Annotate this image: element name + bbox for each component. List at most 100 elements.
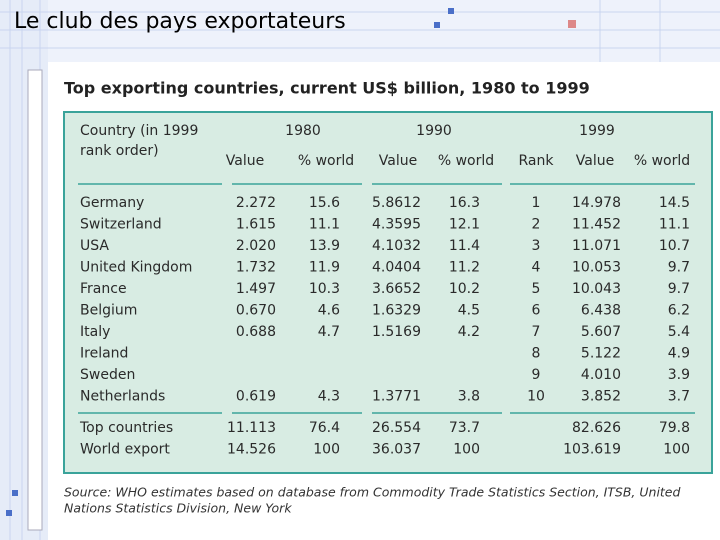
cell: 11.113	[227, 420, 276, 436]
cell: 14.978	[572, 195, 621, 211]
cell: 11.071	[572, 238, 621, 254]
cell: 10.7	[659, 238, 690, 254]
cell: 5	[532, 281, 541, 297]
cell: 4.1032	[372, 238, 421, 254]
cell: 15.6	[309, 195, 340, 211]
cell: 1.5169	[372, 324, 421, 340]
cell: 1.497	[236, 281, 276, 297]
cell: 8	[532, 346, 541, 362]
cell: 100	[663, 442, 690, 458]
cell: 1.615	[236, 217, 276, 233]
cell: 4.0404	[372, 260, 421, 276]
group-header: 1980	[285, 123, 321, 139]
cell: 4.7	[318, 324, 340, 340]
cell: 10	[527, 389, 545, 405]
cell: 16.3	[449, 195, 480, 211]
cell: 3.9	[668, 367, 690, 383]
column-header: Value	[576, 153, 614, 169]
cell: 4.5	[458, 303, 480, 319]
row-label: Germany	[80, 195, 144, 211]
cell: 5.4	[668, 324, 690, 340]
cell: 9.7	[668, 281, 690, 297]
row-label: Italy	[80, 324, 110, 340]
cell: 14.5	[659, 195, 690, 211]
cell: 6.2	[668, 303, 690, 319]
cell: 4.2	[458, 324, 480, 340]
column-header: Rank	[519, 153, 555, 169]
source: Nations Statistics Division, New York	[64, 501, 292, 516]
cell: 10.3	[309, 281, 340, 297]
row-label: Ireland	[80, 346, 128, 362]
row-label: France	[80, 281, 127, 297]
cell: 0.688	[236, 324, 276, 340]
cell: 4.3	[318, 389, 340, 405]
cell: 100	[453, 442, 480, 458]
cell: 9.7	[668, 260, 690, 276]
row-label: Netherlands	[80, 389, 165, 405]
row-label: Sweden	[80, 367, 135, 383]
cell: 5.8612	[372, 195, 421, 211]
column-header: % world	[634, 153, 690, 169]
slide-title: Le club des pays exportateurs	[14, 9, 346, 34]
cell: 3	[532, 238, 541, 254]
header: Country (in 1999	[80, 123, 198, 139]
cell: 11.2	[449, 260, 480, 276]
cell: 10.2	[449, 281, 480, 297]
row-label: Belgium	[80, 303, 137, 319]
cell: 2	[532, 217, 541, 233]
row-label: Switzerland	[80, 217, 162, 233]
cell: 1.732	[236, 260, 276, 276]
cell: 6.438	[581, 303, 621, 319]
cell: 7	[532, 324, 541, 340]
row-label: Top countries	[79, 420, 173, 436]
cell: 26.554	[372, 420, 421, 436]
cell: 9	[532, 367, 541, 383]
cell: 82.626	[572, 420, 621, 436]
cell: 12.1	[449, 217, 480, 233]
cell: 2.020	[236, 238, 276, 254]
cell: 11.452	[572, 217, 621, 233]
table: Country (in 1999 rank order) 1980 1990 1999 V…	[78, 123, 695, 458]
cell: 5.122	[581, 346, 621, 362]
cell: 1.6329	[372, 303, 421, 319]
row-label: United Kingdom	[80, 260, 192, 276]
cell: 10.053	[572, 260, 621, 276]
cell: 10.043	[572, 281, 621, 297]
column-header: % world	[438, 153, 494, 169]
row-label: World export	[80, 442, 170, 458]
table-title: Top exporting countries, current US$ bil…	[64, 79, 590, 98]
cell: 1	[532, 195, 541, 211]
cell: 6	[532, 303, 541, 319]
cell: 36.037	[372, 442, 421, 458]
cell: 11.9	[309, 260, 340, 276]
cell: 103.619	[563, 442, 621, 458]
cell: 3.6652	[372, 281, 421, 297]
cell: 73.7	[449, 420, 480, 436]
group-header: 1999	[579, 123, 615, 139]
cell: 4.9	[668, 346, 690, 362]
cell: 3.7	[668, 389, 690, 405]
header: rank order)	[80, 143, 159, 159]
cell: 11.1	[309, 217, 340, 233]
cell: 4.010	[581, 367, 621, 383]
cell: 79.8	[659, 420, 690, 436]
column-header: % world	[298, 153, 354, 169]
cell: 2.272	[236, 195, 276, 211]
cell: 13.9	[309, 238, 340, 254]
cell: 0.619	[236, 389, 276, 405]
cell: 100	[313, 442, 340, 458]
cell: 11.1	[659, 217, 690, 233]
cell: 76.4	[309, 420, 340, 436]
cell: 3.8	[458, 389, 480, 405]
cell: 11.4	[449, 238, 480, 254]
row-label: USA	[80, 238, 109, 254]
cell: 4	[532, 260, 541, 276]
cell: 4.6	[318, 303, 340, 319]
column-header: Value	[379, 153, 417, 169]
cell: 1.3771	[372, 389, 421, 405]
cell: 14.526	[227, 442, 276, 458]
cell: 0.670	[236, 303, 276, 319]
